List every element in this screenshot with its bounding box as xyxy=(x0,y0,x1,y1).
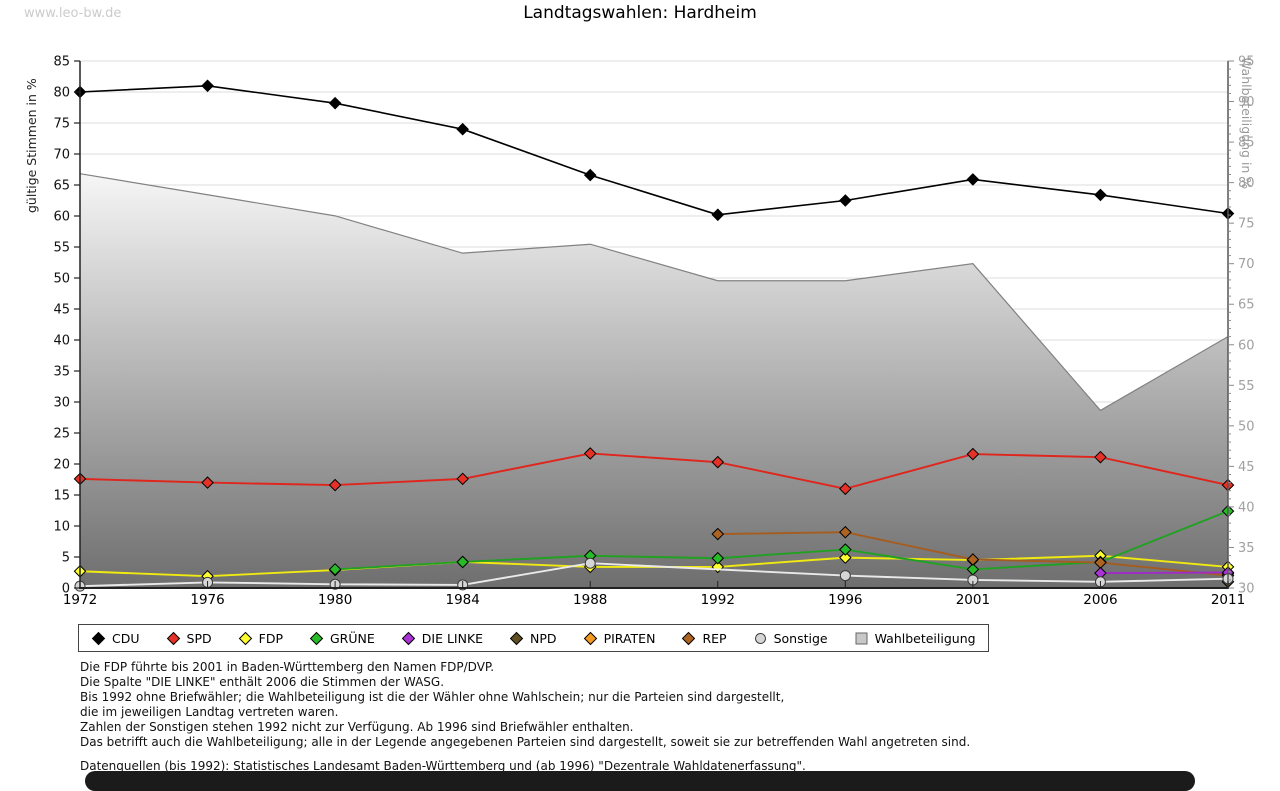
legend-item-npd: NPD xyxy=(509,631,557,646)
legend-label: PIRATEN xyxy=(603,630,656,646)
right-axis-title: Wahlbeteiligung in % xyxy=(1239,57,1254,190)
svg-text:85: 85 xyxy=(53,55,70,70)
election-line-chart: 0 5 10 15 20 25 30 35 40 45 50 55 60 65 70 75 80 85 30 35 40… xyxy=(53,55,1254,609)
svg-text:35: 35 xyxy=(53,365,70,380)
series-grüne xyxy=(328,504,1235,576)
legend-label: Wahlbeteiligung xyxy=(874,630,976,646)
footnote-line: Zahlen der Sonstigen stehen 1992 nicht z… xyxy=(80,720,634,734)
page-title: Landtagswahlen: Hardheim xyxy=(523,3,757,23)
svg-text:15: 15 xyxy=(53,489,70,504)
svg-text:20: 20 xyxy=(53,458,70,473)
legend-label: CDU xyxy=(112,630,140,646)
legend-label: DIE LINKE xyxy=(421,630,484,646)
fdp-marker-icon xyxy=(238,631,252,645)
legend-item-wahlbeteiligung: Wahlbeteiligung xyxy=(854,631,976,646)
npd-marker-icon xyxy=(509,631,524,645)
footnotes: Die FDP führte bis 2001 in Baden-Württem… xyxy=(80,660,970,774)
svg-text:45: 45 xyxy=(53,303,70,318)
legend: CDU SPD FDP GRÜNE DIE LINKE NPD PIRATEN REP Sons… xyxy=(78,624,989,652)
svg-text:5: 5 xyxy=(62,551,70,566)
x-tick-label: 1988 xyxy=(573,592,607,608)
legend-label: GRÜNE xyxy=(329,630,375,646)
svg-text:30: 30 xyxy=(1238,582,1255,597)
series-spd xyxy=(73,447,1235,496)
svg-text:55: 55 xyxy=(1238,379,1255,394)
legend-item-fdp: FDP xyxy=(238,631,283,646)
sonstige-marker-icon xyxy=(754,632,766,644)
x-tick-label: 1976 xyxy=(190,592,224,608)
svg-text:30: 30 xyxy=(53,396,70,411)
svg-text:70: 70 xyxy=(53,148,70,163)
x-tick-label: 1972 xyxy=(63,592,97,608)
svg-text:80: 80 xyxy=(53,86,70,101)
x-tick-label: 2001 xyxy=(956,592,990,608)
piraten-marker-icon xyxy=(583,631,597,645)
svg-text:35: 35 xyxy=(1238,541,1255,556)
footnote-line: Datenquellen (bis 1992): Statistisches L… xyxy=(80,759,806,773)
x-tick-label: 1996 xyxy=(828,592,862,608)
wahlbeteiligung-marker-icon xyxy=(855,632,868,644)
footnote-line xyxy=(80,750,970,759)
svg-text:75: 75 xyxy=(53,117,70,132)
footnote-line: die im jeweiligen Landtag vertreten ware… xyxy=(80,705,339,719)
svg-text:60: 60 xyxy=(1238,338,1255,353)
left-axis-title: gültige Stimmen in % xyxy=(24,78,39,213)
legend-item-die-linke: DIE LINKE xyxy=(401,631,483,646)
spd-marker-icon xyxy=(166,631,180,645)
legend-label: REP xyxy=(702,630,727,646)
site-watermark: www.leo-bw.de xyxy=(24,6,122,21)
legend-label: Sonstige xyxy=(773,630,828,646)
legend-item-spd: SPD xyxy=(166,631,212,646)
x-tick-label: 1980 xyxy=(318,592,352,608)
svg-text:10: 10 xyxy=(53,520,70,535)
footnote-line: Das betrifft auch die Wahlbeteiligung; a… xyxy=(80,735,971,749)
svg-text:65: 65 xyxy=(53,179,70,194)
svg-text:50: 50 xyxy=(53,272,70,287)
svg-text:0: 0 xyxy=(62,582,70,597)
svg-text:65: 65 xyxy=(1238,298,1255,313)
svg-text:25: 25 xyxy=(53,427,70,442)
die-linke-marker-icon xyxy=(401,631,415,645)
legend-label: NPD xyxy=(530,630,557,646)
legend-item-sonstige: Sonstige xyxy=(753,631,828,646)
svg-text:70: 70 xyxy=(1238,257,1255,272)
legend-label: SPD xyxy=(186,630,212,646)
legend-item-grüne: GRÜNE xyxy=(309,631,375,646)
svg-text:50: 50 xyxy=(1238,419,1255,434)
footnote-line: Die Spalte "DIE LINKE" enthält 2006 die … xyxy=(80,675,445,689)
x-tick-label: 2011 xyxy=(1211,592,1245,608)
grüne-marker-icon xyxy=(309,631,324,645)
x-tick-label: 2006 xyxy=(1083,592,1117,608)
svg-text:55: 55 xyxy=(53,241,70,256)
legend-item-piraten: PIRATEN xyxy=(583,630,656,646)
series-rep xyxy=(711,525,1235,582)
svg-text:45: 45 xyxy=(1238,460,1255,475)
x-tick-label: 1984 xyxy=(445,592,479,608)
svg-text:80: 80 xyxy=(1238,176,1255,191)
svg-text:75: 75 xyxy=(1238,217,1255,232)
svg-text:95: 95 xyxy=(1238,55,1255,70)
series-cdu xyxy=(73,79,1235,222)
svg-text:90: 90 xyxy=(1238,95,1255,110)
rep-marker-icon xyxy=(682,631,696,645)
legend-label: FDP xyxy=(258,630,283,646)
footnote-line: Bis 1992 ohne Briefwähler; die Wahlbetei… xyxy=(80,690,785,704)
footnote-line: Die FDP führte bis 2001 in Baden-Württem… xyxy=(80,660,495,674)
x-tick-label: 1992 xyxy=(701,592,735,608)
svg-text:85: 85 xyxy=(1238,136,1255,151)
svg-text:40: 40 xyxy=(1238,500,1255,515)
legend-item-rep: REP xyxy=(681,630,727,646)
svg-text:60: 60 xyxy=(53,210,70,225)
svg-text:40: 40 xyxy=(53,334,70,349)
series-wahlbeteiligung-area xyxy=(79,173,1229,588)
bottom-bar xyxy=(85,771,1195,791)
legend-item-cdu: CDU xyxy=(91,631,140,646)
axes: 0 5 10 15 20 25 30 35 40 45 50 55 60 65 70 75 80 85 30 35 40… xyxy=(53,55,1254,609)
cdu-marker-icon xyxy=(91,631,106,645)
